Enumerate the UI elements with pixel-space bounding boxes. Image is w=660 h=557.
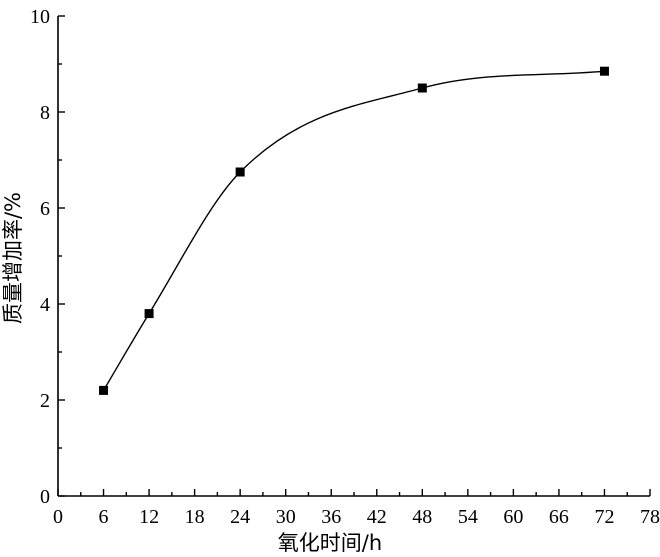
data-point — [235, 167, 245, 177]
x-axis-title: 氧化时间/h — [278, 531, 382, 555]
x-tick-label: 72 — [594, 506, 614, 528]
x-tick-label: 60 — [503, 506, 523, 528]
x-tick-label: 18 — [185, 506, 205, 528]
x-tick-label: 0 — [53, 506, 63, 528]
y-axis-title: 质量增加率/% — [1, 192, 25, 324]
x-tick-label: 30 — [276, 506, 296, 528]
x-axis-ticks: 0 6 12 18 24 30 36 42 48 54 60 66 72 78 — [53, 489, 660, 528]
x-tick-label: 6 — [99, 506, 109, 528]
axes — [57, 16, 650, 497]
x-tick-label: 12 — [139, 506, 159, 528]
y-axis-ticks: 0 2 4 6 8 10 — [30, 6, 65, 508]
x-tick-label: 48 — [412, 506, 432, 528]
x-tick-label: 54 — [458, 506, 478, 528]
data-point — [144, 309, 154, 319]
x-tick-label: 36 — [321, 506, 341, 528]
data-point — [417, 83, 427, 93]
x-tick-label: 24 — [230, 506, 250, 528]
x-tick-label: 42 — [367, 506, 387, 528]
y-tick-label: 8 — [40, 102, 50, 124]
y-tick-label: 2 — [40, 390, 50, 412]
data-point — [99, 385, 109, 395]
data-markers — [99, 66, 609, 395]
y-tick-label: 0 — [40, 486, 50, 508]
x-tick-label: 66 — [549, 506, 569, 528]
y-tick-label: 4 — [40, 294, 50, 316]
y-tick-label: 6 — [40, 198, 50, 220]
fit-curve — [102, 70, 605, 391]
data-point — [599, 66, 609, 76]
y-tick-label: 10 — [30, 6, 50, 28]
x-tick-label: 78 — [640, 506, 660, 528]
